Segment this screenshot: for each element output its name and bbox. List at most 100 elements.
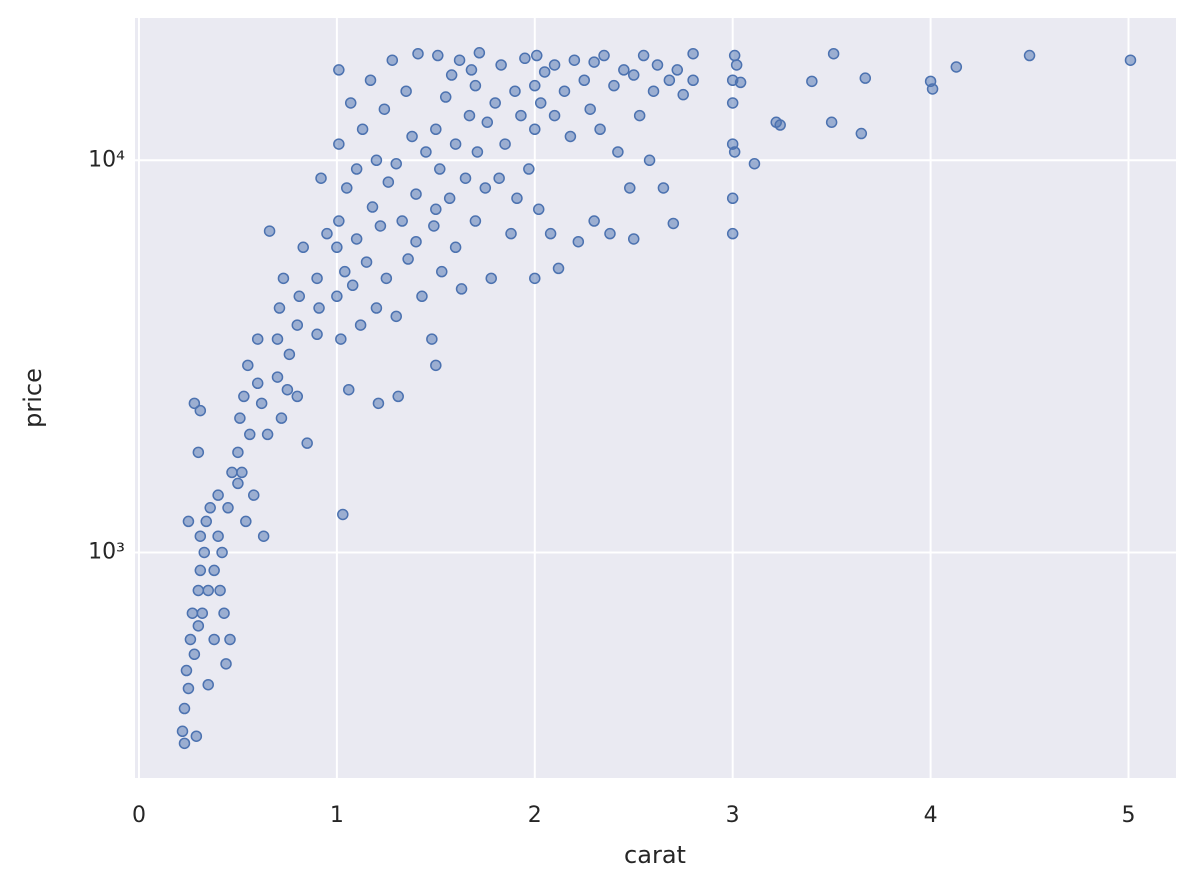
point xyxy=(499,138,511,150)
point xyxy=(382,176,395,188)
point xyxy=(627,69,640,81)
point xyxy=(331,290,343,303)
point xyxy=(687,47,699,60)
point xyxy=(346,279,359,292)
point xyxy=(637,49,650,62)
point xyxy=(726,227,739,240)
point xyxy=(402,253,414,265)
point xyxy=(430,203,442,216)
point xyxy=(291,390,304,403)
point xyxy=(396,215,408,227)
point xyxy=(505,227,517,240)
point xyxy=(479,182,492,194)
point xyxy=(354,319,367,331)
point xyxy=(459,172,472,184)
point xyxy=(216,546,228,559)
point xyxy=(311,272,323,285)
point xyxy=(283,348,296,361)
point xyxy=(552,262,565,275)
point xyxy=(481,116,494,129)
point xyxy=(430,123,442,135)
point xyxy=(748,157,761,170)
point xyxy=(657,182,670,194)
point xyxy=(226,466,238,479)
point xyxy=(469,215,482,227)
point xyxy=(182,682,195,695)
point xyxy=(192,620,205,632)
point xyxy=(208,564,220,577)
point xyxy=(412,47,424,60)
point xyxy=(186,607,199,619)
point xyxy=(244,428,256,441)
point xyxy=(390,157,402,170)
point xyxy=(214,584,226,597)
point xyxy=(392,390,404,403)
point xyxy=(588,215,600,227)
point xyxy=(350,163,363,175)
point xyxy=(420,146,432,158)
point xyxy=(624,182,636,194)
point xyxy=(564,130,577,143)
point xyxy=(568,54,581,66)
point xyxy=(232,446,244,459)
point xyxy=(532,203,545,216)
point xyxy=(184,633,197,646)
point xyxy=(410,188,422,200)
point xyxy=(1124,54,1137,66)
point xyxy=(281,383,294,396)
point xyxy=(356,123,369,135)
point xyxy=(222,502,234,514)
y-tick-label: 10⁴ xyxy=(88,147,125,172)
point xyxy=(273,302,286,314)
point xyxy=(301,437,313,449)
point xyxy=(188,648,201,661)
point xyxy=(360,256,373,268)
point xyxy=(374,220,387,232)
point xyxy=(247,489,260,501)
point xyxy=(627,233,640,245)
point xyxy=(232,477,244,490)
point xyxy=(647,85,660,97)
x-tick-label: 2 xyxy=(528,803,542,828)
point xyxy=(643,154,656,167)
point xyxy=(339,265,351,278)
point xyxy=(489,97,501,109)
point xyxy=(434,163,446,175)
point xyxy=(455,283,468,295)
point xyxy=(240,515,252,528)
point xyxy=(194,530,207,542)
point xyxy=(855,127,868,140)
x-tick-label: 0 xyxy=(132,803,146,828)
point xyxy=(728,49,741,62)
point xyxy=(677,88,689,101)
point xyxy=(469,79,482,92)
point xyxy=(194,404,207,417)
point xyxy=(687,74,699,87)
point xyxy=(633,109,646,122)
point xyxy=(726,97,739,109)
point xyxy=(220,658,232,670)
point xyxy=(430,359,442,372)
point xyxy=(728,146,741,158)
x-tick-label: 5 xyxy=(1122,803,1136,828)
point xyxy=(188,397,201,410)
point xyxy=(618,64,630,76)
point xyxy=(529,123,541,135)
point xyxy=(473,47,486,59)
point xyxy=(465,64,478,76)
point xyxy=(588,56,600,68)
point xyxy=(463,109,476,122)
point xyxy=(202,678,214,691)
point xyxy=(192,446,205,459)
point xyxy=(341,182,353,194)
point xyxy=(432,49,444,62)
point xyxy=(604,227,616,240)
point xyxy=(726,192,739,205)
point xyxy=(806,75,818,88)
point xyxy=(578,74,591,87)
point xyxy=(251,377,264,390)
point xyxy=(734,76,747,89)
point xyxy=(224,633,236,646)
point xyxy=(275,412,288,424)
